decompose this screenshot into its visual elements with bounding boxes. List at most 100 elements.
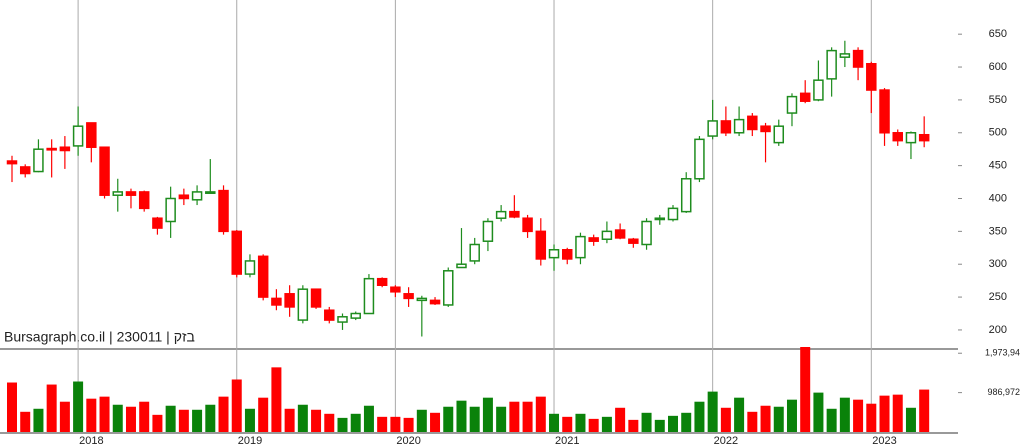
- y-tick-label: 350: [989, 225, 1007, 237]
- candle-body: [826, 49, 837, 80]
- candle-body: [918, 133, 930, 142]
- candle-body: [191, 191, 203, 201]
- volume-bar: [456, 400, 467, 432]
- candle-body: [509, 210, 520, 218]
- candle-body: [125, 191, 137, 196]
- candle-body: [324, 309, 335, 321]
- volume-bar: [244, 408, 255, 432]
- volume-bar: [641, 412, 652, 432]
- candle-body: [337, 316, 348, 323]
- volume-bar: [668, 415, 678, 432]
- volume-bar: [231, 379, 242, 432]
- candle-body: [112, 191, 124, 196]
- candle-body: [601, 230, 613, 240]
- candle-body: [152, 217, 163, 229]
- candle-body: [257, 255, 269, 298]
- volume-bar: [654, 419, 665, 432]
- candle-body: [429, 299, 441, 305]
- candle-body: [773, 125, 785, 144]
- volume-bar: [430, 412, 441, 432]
- volume-bar: [271, 367, 282, 432]
- candle-body: [707, 120, 718, 137]
- y-tick-label: 450: [989, 160, 1007, 172]
- candle-body: [561, 249, 573, 260]
- volume-bar: [258, 397, 269, 432]
- volume-bar: [905, 407, 916, 432]
- volume-bar: [853, 399, 864, 432]
- volume-bar: [165, 405, 176, 432]
- candle-body: [892, 132, 903, 142]
- y-tick-label: 200: [989, 324, 1007, 336]
- candle-body: [86, 122, 97, 148]
- candle-body: [575, 235, 586, 259]
- candle-body: [33, 148, 44, 173]
- candle-body: [879, 89, 890, 134]
- candle-body: [46, 147, 57, 151]
- volume-bar: [324, 413, 335, 432]
- volume-bar: [588, 418, 599, 432]
- candle-body: [694, 138, 705, 180]
- volume-bar: [826, 408, 837, 432]
- volume-bar: [350, 413, 361, 432]
- candle-body: [522, 217, 533, 233]
- volume-bar: [734, 397, 745, 432]
- volume-bar: [178, 409, 189, 432]
- candle-body: [548, 249, 560, 259]
- volume-bar: [575, 413, 586, 432]
- volume-bar: [73, 381, 84, 432]
- candle-body: [390, 286, 401, 293]
- candle-body: [680, 178, 692, 213]
- volume-bar: [628, 419, 639, 432]
- candle-body: [363, 277, 375, 315]
- volume-bar: [760, 405, 771, 432]
- volume-bar: [720, 407, 731, 432]
- volume-bar: [707, 391, 718, 432]
- volume-bar: [112, 404, 123, 432]
- y-tick-label: 300: [989, 258, 1007, 270]
- candle-body: [799, 92, 811, 102]
- volume-bar: [390, 416, 401, 432]
- candle-body: [218, 189, 229, 233]
- candle-body: [59, 146, 71, 152]
- volume-bar: [403, 417, 414, 432]
- volume-bar: [125, 406, 136, 432]
- candle-body: [628, 238, 639, 244]
- candle-body: [310, 288, 322, 308]
- candle-body: [456, 263, 467, 269]
- candle-body: [376, 277, 388, 286]
- volume-bar: [681, 412, 692, 432]
- volume-bar: [192, 409, 203, 432]
- candle-body: [747, 115, 758, 131]
- volume-bar: [919, 389, 930, 432]
- volume-bar: [7, 382, 17, 432]
- volume-bar: [20, 411, 31, 432]
- volume-bar: [469, 406, 480, 432]
- volume-bar: [615, 407, 626, 432]
- candle-body: [284, 293, 295, 308]
- x-tick-label: 2023: [872, 435, 896, 447]
- volume-bar: [496, 406, 507, 432]
- candle-body: [178, 194, 190, 200]
- candle-body: [99, 146, 110, 196]
- volume-bar: [773, 406, 784, 432]
- candle-body: [760, 125, 771, 133]
- candle-body: [205, 191, 216, 194]
- candle-body: [614, 229, 626, 239]
- volume-bar: [139, 401, 150, 432]
- candle-body: [72, 125, 84, 147]
- candle-body: [231, 230, 242, 275]
- candle-body: [350, 312, 361, 319]
- x-tick-label: 2020: [396, 435, 420, 447]
- volume-bar: [601, 416, 612, 432]
- volume-bar: [416, 409, 427, 432]
- volume-bar: [892, 394, 903, 432]
- y-tick-label: 500: [989, 127, 1007, 139]
- volume-bar: [866, 403, 877, 432]
- x-tick-label: 2018: [79, 435, 103, 447]
- volume-bar: [535, 396, 546, 432]
- candle-body: [733, 118, 745, 134]
- volume-bar: [377, 416, 388, 432]
- volume-bar: [297, 404, 308, 432]
- volume-bar: [218, 396, 229, 432]
- candle-body: [641, 220, 652, 246]
